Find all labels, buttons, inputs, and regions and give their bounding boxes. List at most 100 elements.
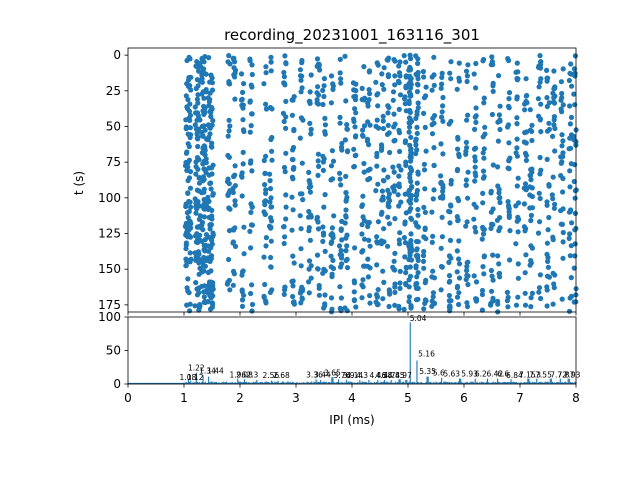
raster-point [209, 279, 215, 285]
raster-point [290, 253, 296, 259]
raster-point [515, 294, 521, 300]
raster-point [201, 123, 207, 129]
histogram-bar [212, 382, 214, 384]
histogram-bar [258, 382, 260, 384]
raster-point [558, 221, 564, 227]
raster-point [342, 53, 348, 59]
raster-point [527, 172, 533, 178]
raster-point [201, 206, 207, 212]
raster-point [537, 272, 544, 278]
raster-point [559, 296, 565, 302]
raster-point [360, 214, 366, 220]
raster-point [489, 288, 495, 294]
raster-point [473, 119, 479, 125]
raster-point [338, 144, 345, 150]
histogram-bar [268, 382, 270, 384]
raster-point [536, 84, 542, 90]
raster-point [440, 195, 446, 201]
raster-point [396, 70, 403, 76]
raster-point [549, 192, 555, 198]
raster-point [560, 154, 566, 160]
raster-point [415, 270, 421, 276]
histogram-xtick-label: 3 [292, 391, 300, 405]
raster-point [290, 147, 296, 153]
raster-point [559, 90, 565, 97]
raster-point [239, 289, 245, 295]
histogram-bar [481, 381, 483, 384]
raster-point [505, 199, 511, 205]
histogram-bar [400, 382, 402, 384]
histogram-bar [432, 382, 434, 384]
raster-point [567, 103, 573, 109]
raster-point [390, 97, 396, 103]
raster-point [465, 169, 471, 175]
raster-point [464, 263, 470, 270]
raster-point [202, 263, 208, 269]
raster-point [379, 209, 385, 215]
raster-point [186, 233, 192, 239]
raster-point [225, 176, 231, 182]
raster-point [351, 116, 357, 122]
raster-point [560, 206, 566, 212]
raster-point [447, 70, 453, 76]
raster-point [209, 241, 215, 247]
raster-point [514, 60, 520, 66]
raster-point [249, 111, 255, 117]
raster-point [422, 297, 429, 303]
raster-point [306, 178, 312, 184]
raster-point [392, 302, 398, 308]
raster-point [298, 77, 304, 83]
raster-point [386, 130, 392, 136]
histogram-bar [240, 382, 242, 384]
histogram-bar [242, 382, 244, 384]
raster-point [196, 251, 202, 257]
raster-point [231, 271, 237, 277]
raster-ytick-label: 0 [113, 48, 121, 62]
histogram-xtick-label: 0 [124, 391, 132, 405]
raster-point [550, 90, 556, 96]
histogram-bar [219, 382, 221, 384]
raster-point [552, 201, 558, 207]
histogram-bar [387, 381, 389, 384]
raster-point [439, 214, 445, 220]
raster-point [515, 275, 522, 281]
histogram-bar [427, 376, 429, 384]
raster-point [261, 157, 267, 164]
raster-point [407, 124, 413, 130]
histogram-bar [273, 382, 275, 384]
raster-point [185, 83, 192, 89]
raster-point [421, 110, 427, 116]
raster-point [439, 70, 445, 76]
raster-point [528, 258, 534, 264]
raster-point [267, 178, 273, 184]
raster-point [529, 122, 535, 128]
raster-point [195, 112, 201, 118]
raster-point [226, 128, 232, 134]
histogram-bar [444, 381, 446, 384]
histogram-bar [472, 381, 474, 384]
raster-point [506, 140, 512, 146]
raster-point [262, 170, 268, 176]
raster-points [182, 52, 579, 315]
raster-point [187, 250, 193, 256]
raster-point [199, 79, 205, 85]
raster-point [360, 127, 366, 133]
histogram-bar [251, 382, 253, 384]
raster-point [329, 239, 335, 245]
raster-point [202, 248, 208, 254]
raster-point [415, 206, 421, 213]
raster-point [351, 297, 357, 303]
histogram-bar [448, 382, 450, 384]
raster-point [385, 243, 391, 249]
raster-point [497, 103, 503, 109]
histogram-bar [547, 381, 549, 384]
raster-point [537, 116, 543, 122]
raster-point [454, 166, 461, 173]
raster-point [374, 302, 381, 308]
raster-point [360, 193, 366, 199]
raster-point [566, 146, 572, 152]
raster-ytick-label: 150 [98, 262, 121, 276]
raster-point [392, 216, 398, 222]
raster-point [230, 185, 236, 191]
